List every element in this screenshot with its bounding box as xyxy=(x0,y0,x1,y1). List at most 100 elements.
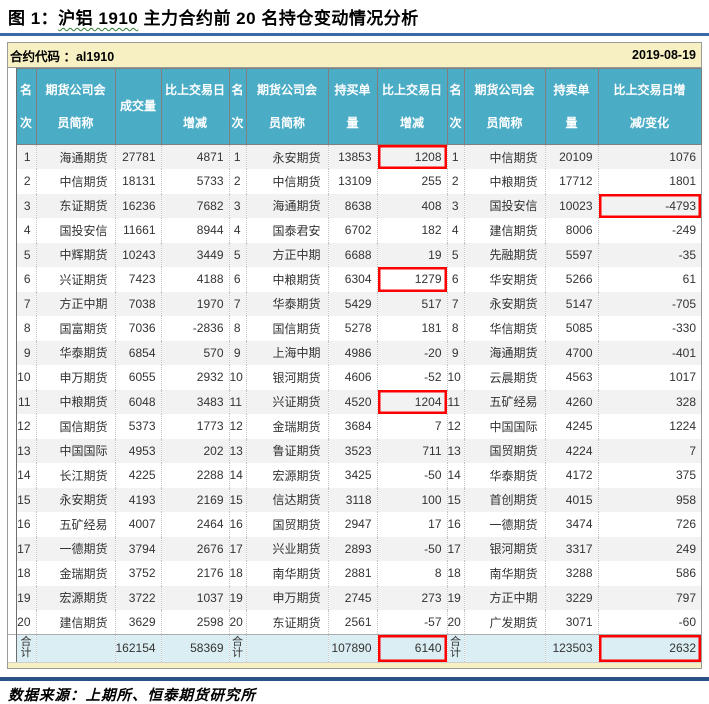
buy-change-cell: 1204 xyxy=(376,389,447,414)
title-contract: 沪铝 1910 xyxy=(58,9,139,28)
rank-cell-volume: 7 xyxy=(15,291,36,316)
buy-volume-cell: 3684 xyxy=(327,414,377,439)
volume-change-cell: 2288 xyxy=(160,463,229,488)
rank-cell-volume: 20 xyxy=(15,610,36,635)
company-cell-buy: 申万期货 xyxy=(245,585,328,610)
col-header-buy-volume: 持买单 量 xyxy=(327,68,378,145)
sell-change-cell: -4793 xyxy=(597,193,701,218)
stub-column xyxy=(8,68,17,145)
stub-cell xyxy=(8,218,17,243)
company-cell-buy: 南华期货 xyxy=(245,561,328,586)
rank-cell-sell: 6 xyxy=(446,267,464,292)
rank-cell-sell: 4 xyxy=(446,218,464,243)
volume-cell: 7038 xyxy=(114,291,161,316)
buy-volume-cell: 2881 xyxy=(327,561,377,586)
company-cell-buy: 国贸期货 xyxy=(245,512,328,537)
buy-volume-cell: 4986 xyxy=(327,340,377,365)
rank-cell-buy: 1 xyxy=(228,144,246,169)
buy-volume-cell: 6702 xyxy=(327,218,377,243)
volume-change-cell: 3449 xyxy=(160,242,229,267)
buy-change-cell: 7 xyxy=(376,414,447,439)
rank-cell-sell: 8 xyxy=(446,316,464,341)
table-row: 11 中粮期货 6048 3483 11 兴证期货 4520 1204 11 五… xyxy=(8,389,701,414)
sell-volume-cell: 4172 xyxy=(544,463,598,488)
sell-volume-cell: 4700 xyxy=(544,340,598,365)
company-cell-volume: 中国国际 xyxy=(35,438,115,463)
company-cell-buy: 海通期货 xyxy=(245,193,328,218)
report-date: 2019-08-19 xyxy=(632,48,696,62)
company-cell-sell: 五矿经易 xyxy=(463,389,545,414)
stub-cell xyxy=(8,585,17,610)
total-company-spacer xyxy=(35,634,115,662)
company-cell-sell: 华泰期货 xyxy=(463,463,545,488)
stub-cell xyxy=(8,316,17,341)
buy-change-cell: 17 xyxy=(376,512,447,537)
table-row: 14 长江期货 4225 2288 14 宏源期货 3425 -50 14 华泰… xyxy=(8,463,701,488)
sell-change-cell: -60 xyxy=(597,610,701,635)
company-cell-sell: 一德期货 xyxy=(463,512,545,537)
volume-change-cell: 5733 xyxy=(160,169,229,194)
volume-cell: 6854 xyxy=(114,340,161,365)
sell-change-cell: -249 xyxy=(597,218,701,243)
sell-change-cell: 797 xyxy=(597,585,701,610)
total-company-spacer xyxy=(463,634,545,662)
company-cell-volume: 建信期货 xyxy=(35,610,115,635)
sell-change-cell: -35 xyxy=(597,242,701,267)
rank-cell-sell: 2 xyxy=(446,169,464,194)
company-cell-sell: 中国国际 xyxy=(463,414,545,439)
volume-change-cell: 3483 xyxy=(160,389,229,414)
rank-cell-volume: 14 xyxy=(15,463,36,488)
volume-cell: 4953 xyxy=(114,438,161,463)
rank-cell-volume: 3 xyxy=(15,193,36,218)
company-cell-volume: 中辉期货 xyxy=(35,242,115,267)
buy-volume-cell: 13109 xyxy=(327,169,377,194)
rank-cell-buy: 9 xyxy=(228,340,246,365)
volume-change-cell: 4188 xyxy=(160,267,229,292)
table-row: 13 中国国际 4953 202 13 鲁证期货 3523 711 13 国贸期… xyxy=(8,438,701,463)
buy-volume-cell: 2561 xyxy=(327,610,377,635)
volume-cell: 3722 xyxy=(114,585,161,610)
rank-cell-volume: 13 xyxy=(15,438,36,463)
col-header-company-1: 期货公司会 员简称 xyxy=(35,68,116,145)
table-row: 20 建信期货 3629 2598 20 东证期货 2561 -57 20 广发… xyxy=(8,610,701,635)
sell-volume-cell: 3474 xyxy=(544,512,598,537)
total-volume: 162154 xyxy=(114,634,161,662)
table-row: 3 东证期货 16236 7682 3 海通期货 8638 408 3 国投安信… xyxy=(8,193,701,218)
volume-cell: 5373 xyxy=(114,414,161,439)
rank-cell-buy: 14 xyxy=(228,463,246,488)
company-cell-buy: 永安期货 xyxy=(245,144,328,169)
sell-volume-cell: 3288 xyxy=(544,561,598,586)
buy-change-cell: 711 xyxy=(376,438,447,463)
company-cell-sell: 方正中期 xyxy=(463,585,545,610)
buy-change-cell: -20 xyxy=(376,340,447,365)
rank-cell-buy: 18 xyxy=(228,561,246,586)
rank-cell-sell: 17 xyxy=(446,536,464,561)
table-row: 4 国投安信 11661 8944 4 国泰君安 6702 182 4 建信期货… xyxy=(8,218,701,243)
rank-cell-volume: 2 xyxy=(15,169,36,194)
table-row: 9 华泰期货 6854 570 9 上海中期 4986 -20 9 海通期货 4… xyxy=(8,340,701,365)
company-cell-volume: 国富期货 xyxy=(35,316,115,341)
buy-volume-cell: 8638 xyxy=(327,193,377,218)
sell-change-cell: 1224 xyxy=(597,414,701,439)
volume-change-cell: 1970 xyxy=(160,291,229,316)
stub-cell xyxy=(8,438,17,463)
company-cell-sell: 华信期货 xyxy=(463,316,545,341)
rank-cell-buy: 5 xyxy=(228,242,246,267)
col-header-volume: 成交量 xyxy=(114,68,162,145)
buy-change-cell: 1279 xyxy=(376,267,447,292)
volume-change-cell: 8944 xyxy=(160,218,229,243)
rank-cell-sell: 3 xyxy=(446,193,464,218)
stub-cell xyxy=(8,242,17,267)
contract-info-bar: 合约代码 ：al1910 2019-08-19 xyxy=(8,43,701,68)
company-cell-sell: 永安期货 xyxy=(463,291,545,316)
volume-cell: 3752 xyxy=(114,561,161,586)
contract-code: 合约代码 ：al1910 xyxy=(10,49,115,64)
sell-change-cell: 958 xyxy=(597,487,701,512)
stub-cell xyxy=(8,193,17,218)
volume-change-cell: 2464 xyxy=(160,512,229,537)
table-body: 1 海通期货 27781 4871 1 永安期货 13853 1208 1 中信… xyxy=(8,144,701,635)
stub-cell xyxy=(8,169,17,194)
rank-cell-volume: 11 xyxy=(15,389,36,414)
volume-cell: 18131 xyxy=(114,169,161,194)
sell-change-cell: -330 xyxy=(597,316,701,341)
